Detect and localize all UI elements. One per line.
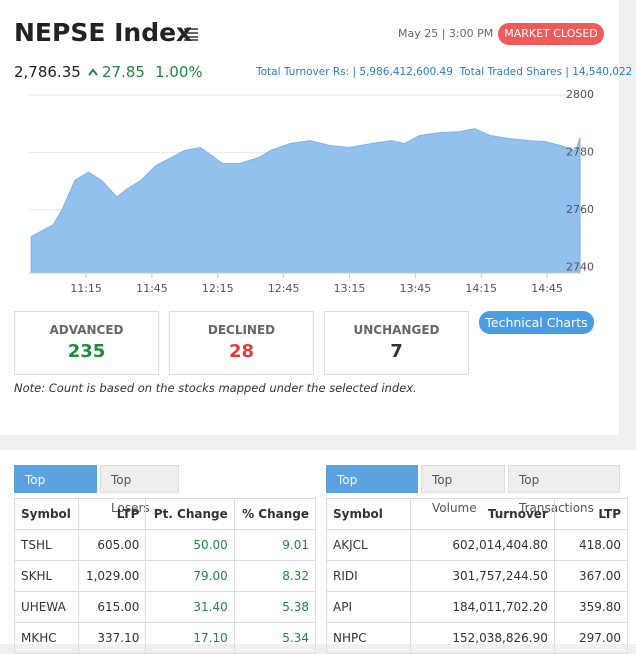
tab[interactable]: Top Losers	[100, 465, 179, 515]
column-header: Symbol	[14, 498, 79, 530]
y-tick-label: 2740	[566, 260, 594, 273]
x-tick-label: 12:45	[268, 282, 300, 295]
stat-label: UNCHANGED	[353, 323, 440, 337]
stat-value: 28	[228, 341, 255, 362]
date: May 25 | 3:00 PM	[398, 27, 494, 40]
cell: 418.00	[553, 529, 629, 561]
row: TSHL 605.00 50.00 9.01	[14, 529, 317, 561]
change: 27.85	[102, 63, 145, 81]
row: MKHC 337.10 17.10 5.34	[14, 622, 317, 654]
row: RIDI 301,757,244.50 367.00	[326, 560, 629, 592]
cell: 17.10	[145, 622, 235, 654]
column-header: Pt. Change	[145, 498, 235, 530]
y-tick-label: 2780	[566, 145, 594, 158]
menu-icon[interactable]	[183, 27, 199, 41]
stat-box: UNCHANGED 7	[324, 311, 469, 375]
percent-change: 1.00%	[155, 63, 203, 81]
cell: RIDI	[326, 560, 411, 592]
y-tick-label: 2800	[566, 88, 594, 101]
cell: 50.00	[145, 529, 235, 561]
x-tick-label: 11:45	[136, 282, 168, 295]
cell: 79.00	[145, 560, 235, 592]
x-tick-label: 13:15	[334, 282, 366, 295]
column-header: LTP	[77, 498, 147, 530]
tab[interactable]: Top Transactions	[508, 465, 620, 515]
market-status: MARKET CLOSED	[498, 23, 604, 45]
x-tick-label: 11:15	[70, 282, 102, 295]
shares-label: Total Traded Shares |	[459, 66, 569, 78]
cell: 359.80	[553, 591, 629, 623]
column-header: LTP	[553, 498, 629, 530]
area	[30, 128, 581, 274]
stat-box: DECLINED 28	[169, 311, 314, 375]
turnover-table: Symbol Turnover LTP AKJCL 602,014,404.80 418.…	[326, 498, 629, 654]
up-arrow	[88, 68, 98, 76]
stat-value: 7	[390, 341, 403, 362]
row: AKJCL 602,014,404.80 418.00	[326, 529, 629, 561]
chart: 2740 2760 2780 2800 11:15 11:45 12:15 12:45 13:1…	[29, 88, 594, 295]
cell: UHEWA	[14, 591, 79, 623]
technical-charts-button[interactable]: Technical Charts	[479, 311, 594, 334]
row: UHEWA 615.00 31.40 5.38	[14, 591, 317, 623]
cell: NHPC	[326, 622, 411, 654]
cell: 367.00	[553, 560, 629, 592]
tab[interactable]: Top Gainers	[14, 465, 97, 515]
cell: 615.00	[77, 591, 147, 623]
cell: 605.00	[77, 529, 147, 561]
cell: 5.34	[233, 622, 317, 654]
row: API 184,011,702.20 359.80	[326, 591, 629, 623]
header-row: Symbol Turnover LTP	[326, 498, 629, 530]
shares: 14,540,022	[572, 66, 633, 78]
x-tick-label: 14:45	[531, 282, 563, 295]
stat-value: 235	[67, 341, 106, 362]
cell: TSHL	[14, 529, 79, 561]
cell: 602,014,404.80	[409, 529, 555, 561]
stat-box: ADVANCED 235	[14, 311, 159, 375]
stat-label: DECLINED	[207, 323, 276, 337]
cell: MKHC	[14, 622, 79, 654]
row: NHPC 152,038,826.90 297.00	[326, 622, 629, 654]
totals: Total Turnover Rs: | 5,986,412,600.49 To…	[256, 66, 632, 78]
cell: 5.38	[233, 591, 317, 623]
y-tick-label: 2760	[566, 203, 594, 216]
index-panel: NEPSE Index May 25 | 3:00 PM MARKET CLOS…	[0, 0, 632, 435]
cell: 31.40	[145, 591, 235, 623]
x-tick-label: 12:15	[202, 282, 234, 295]
cell: 301,757,244.50	[409, 560, 555, 592]
turnover-label: Total Turnover Rs: |	[256, 66, 357, 78]
tab[interactable]: Top Volume	[421, 465, 505, 515]
header-row: Symbol LTP Pt. Change% Change	[14, 498, 317, 530]
cell: 9.01	[233, 529, 317, 561]
cell: API	[326, 591, 411, 623]
gainers-table: Symbol LTP Pt. Change% Change TSHL 605.00 50.…	[14, 498, 317, 654]
x-tick-label: 14:15	[465, 282, 497, 295]
x-tick-label: 13:45	[400, 282, 432, 295]
tab[interactable]: Top Turnover	[326, 465, 418, 515]
column-header: % Change	[233, 498, 317, 530]
cell: 8.32	[233, 560, 317, 592]
row: SKHL 1,029.00 79.00 8.32	[14, 560, 317, 592]
title: NEPSE Index	[14, 18, 193, 47]
column-header: Turnover	[409, 498, 555, 530]
cell: 297.00	[553, 622, 629, 654]
cell: 337.10	[77, 622, 147, 654]
turnover: 5,986,412,600.49	[359, 66, 453, 78]
index-value: 2,786.35	[14, 63, 81, 81]
note: Note: Count is based on the stocks mappe…	[14, 381, 417, 395]
cell: 184,011,702.20	[409, 591, 555, 623]
column-header: Symbol	[326, 498, 411, 530]
cell: 152,038,826.90	[409, 622, 555, 654]
stat-label: ADVANCED	[49, 323, 124, 337]
cell: SKHL	[14, 560, 79, 592]
cell: AKJCL	[326, 529, 411, 561]
cell: 1,029.00	[77, 560, 147, 592]
